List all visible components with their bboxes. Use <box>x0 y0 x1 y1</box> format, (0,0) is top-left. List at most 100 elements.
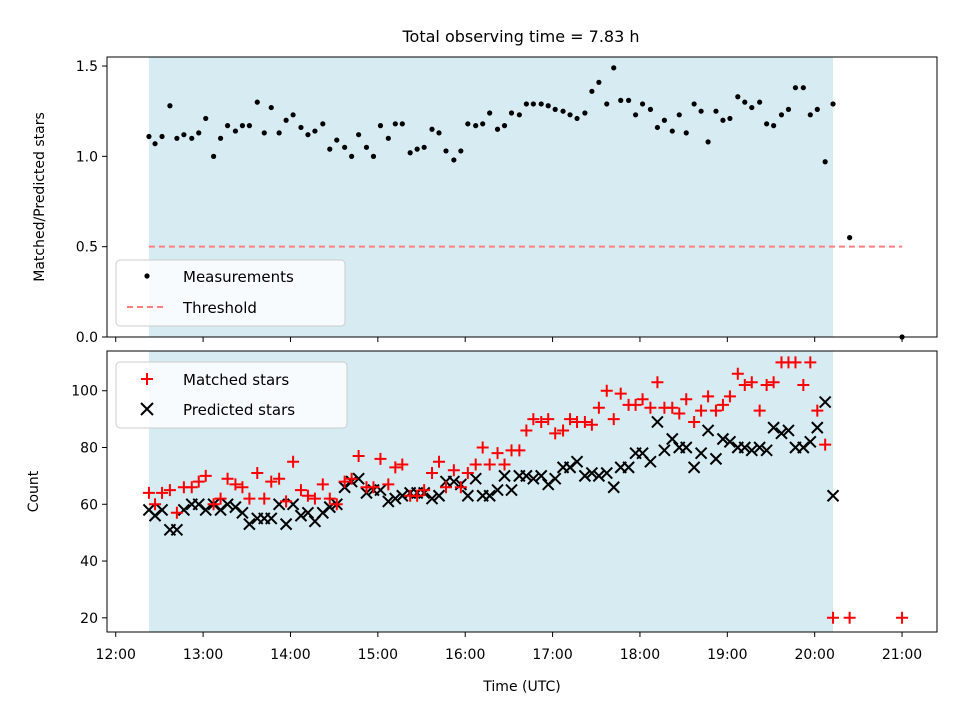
matched-star-point <box>243 492 256 505</box>
chart-title: Total observing time = 7.83 h <box>401 27 639 46</box>
predicted-star-point <box>389 492 402 505</box>
predicted-star-point <box>666 432 679 446</box>
measurement-point <box>771 123 777 129</box>
matched-star-point <box>557 424 570 437</box>
bottom-y-tick-label: 100 <box>71 384 98 400</box>
top-legend-box <box>115 259 346 327</box>
x-tick-label: 13:00 <box>183 647 223 663</box>
measurement-point <box>735 94 741 100</box>
bottom-y-tick-label: 40 <box>80 554 98 570</box>
matched-star-point <box>636 393 649 406</box>
measurement-point <box>210 153 217 159</box>
predicted-star-point <box>469 472 482 485</box>
measurement-point <box>749 104 755 111</box>
predicted-star-point <box>600 466 613 480</box>
measurement-point <box>385 135 391 141</box>
measurement-point <box>320 121 326 127</box>
bottom-legend: Matched stars Predicted stars <box>115 361 348 429</box>
matched-star-point <box>592 401 605 414</box>
measurement-point <box>691 101 697 107</box>
predicted-star-point <box>687 461 701 474</box>
matched-star-point <box>564 413 577 426</box>
predicted-star-point <box>760 444 773 457</box>
measurement-point <box>792 85 799 91</box>
matched-star-point <box>192 475 205 488</box>
matched-star-point <box>418 484 431 497</box>
measurement-point <box>312 128 318 134</box>
predicted-star-point <box>382 495 395 508</box>
predicted-star-point <box>701 424 715 437</box>
matched-star-point <box>731 367 744 380</box>
measurement-point <box>268 104 274 111</box>
predicted-star-point <box>491 483 504 497</box>
measurement-point <box>327 146 333 152</box>
matched-star-point <box>680 393 693 406</box>
measurement-point <box>764 121 770 127</box>
measurement-point <box>487 110 493 116</box>
predicted-star-point <box>265 512 278 525</box>
predicted-star-point <box>767 421 780 434</box>
predicted-star-point <box>651 415 664 429</box>
measurement-point <box>174 135 180 141</box>
measurement-point <box>604 101 610 107</box>
predicted-star-point <box>221 498 234 511</box>
measurement-point <box>530 101 536 107</box>
matched-star-point <box>447 464 460 477</box>
predicted-star-point <box>294 509 308 522</box>
measurement-point <box>676 112 682 118</box>
ratio-panel: 0.0 0.5 1.0 1.5 Matched/Predicted stars Mea… <box>32 56 938 346</box>
matched-star-point <box>651 376 664 389</box>
matched-star-point <box>819 438 832 451</box>
matched-star-point <box>695 404 708 417</box>
measurement-point <box>451 157 457 163</box>
measurement-point <box>167 103 173 109</box>
measurement-point <box>494 126 501 132</box>
matched-star-point <box>578 415 591 428</box>
bottom-y-axis-label: Count <box>26 470 42 512</box>
predicted-star-point <box>352 472 365 485</box>
matched-star-point <box>513 444 526 457</box>
matched-star-point <box>236 481 249 494</box>
matched-star-point <box>367 481 380 494</box>
matched-star-point <box>308 492 321 505</box>
x-tick-label: 21:00 <box>882 647 922 663</box>
predicted-star-point <box>483 489 496 502</box>
measurement-point <box>538 101 544 107</box>
matched-star-point <box>352 450 365 463</box>
measurement-point <box>501 123 508 129</box>
matched-star-point <box>585 418 598 431</box>
matched-star-point <box>702 390 715 403</box>
measurement-point <box>356 132 362 138</box>
predicted-star-point <box>694 446 708 460</box>
matched-star-point <box>520 424 533 437</box>
measurement-point <box>669 128 675 134</box>
measurement-point <box>830 101 836 107</box>
measurement-point <box>334 137 340 143</box>
matched-star-point <box>542 413 555 426</box>
measurement-points <box>146 65 905 340</box>
matched-star-point <box>411 489 424 502</box>
matched-star-point <box>716 398 729 411</box>
measurement-point <box>290 112 296 118</box>
top-axes-frame <box>106 56 938 338</box>
measurement-point <box>414 146 420 152</box>
matched-star-point <box>469 458 482 471</box>
measurement-point <box>683 130 689 136</box>
matched-star-point <box>156 486 169 499</box>
measurement-point <box>661 117 668 123</box>
measurement-point <box>742 99 748 105</box>
bottom-legend-box <box>115 361 348 429</box>
matched-star-point <box>753 404 766 417</box>
bottom-y-tick-label: 20 <box>80 611 98 627</box>
predicted-star-point <box>811 421 824 434</box>
predicted-star-point <box>535 469 548 483</box>
measurement-point <box>276 130 282 136</box>
matched-star-point <box>439 481 452 494</box>
measurement-point <box>596 79 602 85</box>
top-y-axis-ticks: 0.0 0.5 1.0 1.5 <box>76 59 107 346</box>
measurement-point <box>847 235 853 241</box>
measurement-point <box>181 132 187 138</box>
measurement-point <box>574 115 580 122</box>
matched-star-point <box>374 452 387 465</box>
measurement-point <box>560 108 566 114</box>
